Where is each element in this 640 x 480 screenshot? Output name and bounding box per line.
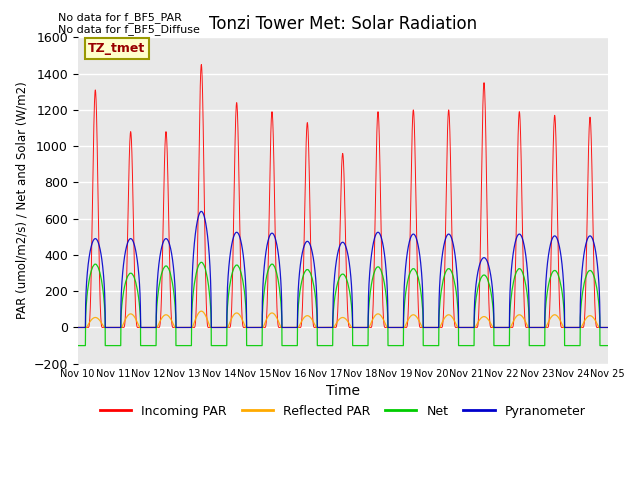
Legend: Incoming PAR, Reflected PAR, Net, Pyranometer: Incoming PAR, Reflected PAR, Net, Pyrano… bbox=[95, 400, 591, 423]
Title: Tonzi Tower Met: Solar Radiation: Tonzi Tower Met: Solar Radiation bbox=[209, 15, 477, 33]
X-axis label: Time: Time bbox=[326, 384, 360, 398]
Text: No data for f_BF5_PAR: No data for f_BF5_PAR bbox=[58, 12, 182, 23]
Text: No data for f_BF5_Diffuse: No data for f_BF5_Diffuse bbox=[58, 24, 200, 35]
Text: TZ_tmet: TZ_tmet bbox=[88, 42, 145, 55]
Y-axis label: PAR (umol/m2/s) / Net and Solar (W/m2): PAR (umol/m2/s) / Net and Solar (W/m2) bbox=[15, 82, 28, 319]
